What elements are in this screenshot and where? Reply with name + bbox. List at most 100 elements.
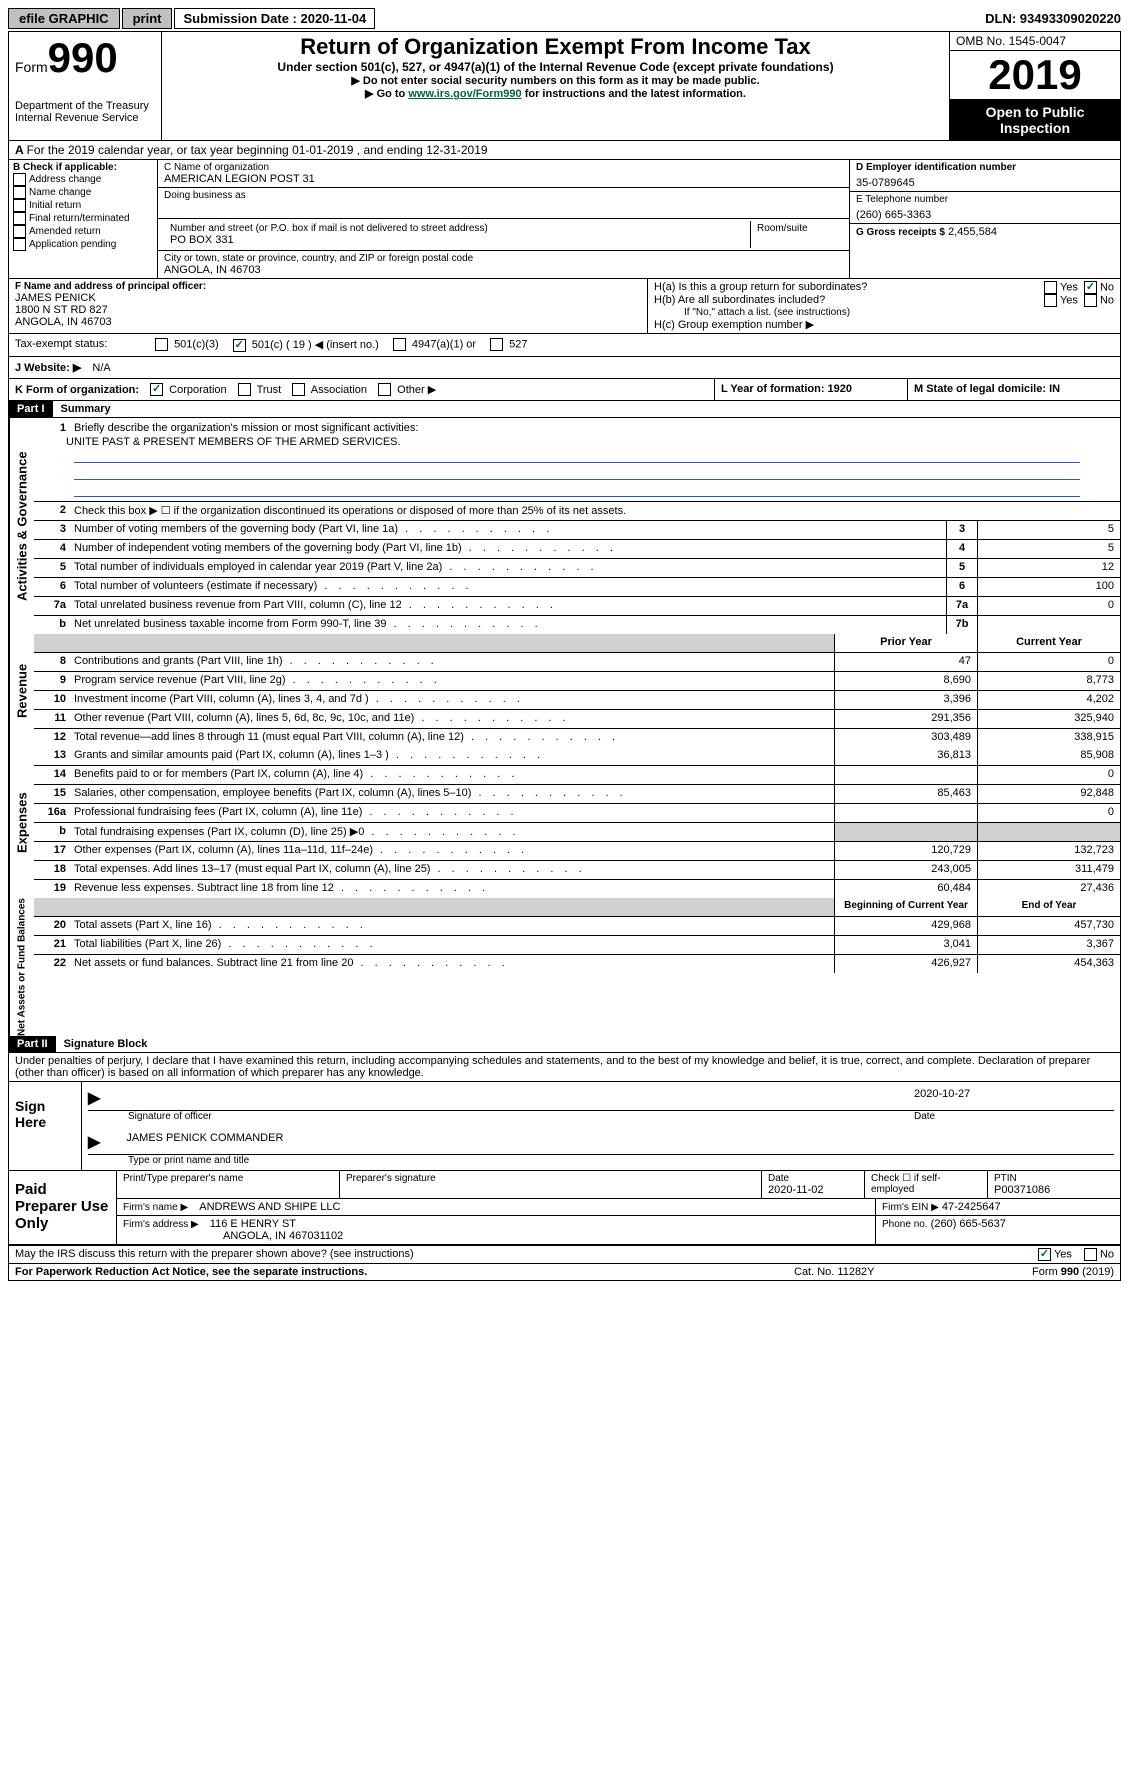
summary-line: 14 Benefits paid to or for members (Part… — [34, 766, 1120, 785]
part2-title: Signature Block — [56, 1038, 148, 1050]
checkbox-final-return[interactable]: Final return/terminated — [13, 212, 153, 225]
side-expenses: Expenses — [9, 747, 34, 898]
tax-year: 2019 — [950, 51, 1120, 100]
form-990: Form990 Department of the Treasury Inter… — [8, 31, 1121, 1281]
box-b: B Check if applicable: Address change Na… — [9, 160, 158, 278]
row-fh: F Name and address of principal officer:… — [9, 279, 1120, 334]
discuss-no[interactable]: No — [1084, 1248, 1114, 1261]
k-corp[interactable]: Corporation — [150, 384, 227, 396]
part1-title: Summary — [53, 403, 111, 415]
checkbox-initial-return[interactable]: Initial return — [13, 199, 153, 212]
efile-button[interactable]: efile GRAPHIC — [8, 8, 120, 29]
side-revenue: Revenue — [9, 634, 34, 747]
summary-line: 21 Total liabilities (Part X, line 26) 3… — [34, 936, 1120, 955]
part1-governance: Activities & Governance 1 Briefly descri… — [9, 418, 1120, 634]
k-assoc[interactable]: Association — [292, 384, 367, 396]
form-title: Return of Organization Exempt From Incom… — [168, 34, 943, 60]
row-k: K Form of organization: Corporation Trus… — [9, 379, 1120, 402]
tax-501c[interactable]: 501(c) ( 19 ) ◀ (insert no.) — [233, 338, 379, 352]
row-j-website: J Website: ▶ N/A — [9, 357, 1120, 379]
form-subtitle-3: ▶ Go to www.irs.gov/Form990 for instruct… — [168, 87, 943, 100]
part1-expenses: Expenses 13 Grants and similar amounts p… — [9, 747, 1120, 898]
summary-line: 13 Grants and similar amounts paid (Part… — [34, 747, 1120, 766]
summary-line: 17 Other expenses (Part IX, column (A), … — [34, 842, 1120, 861]
checkbox-application-pending[interactable]: Application pending — [13, 238, 153, 251]
summary-line: 6 Total number of volunteers (estimate i… — [34, 578, 1120, 597]
hb-no[interactable]: No — [1084, 294, 1114, 307]
arrow-icon: ▶ — [88, 1088, 106, 1108]
ha-no[interactable]: No — [1084, 281, 1114, 294]
print-button[interactable]: print — [122, 8, 173, 29]
box-c: C Name of organization AMERICAN LEGION P… — [158, 160, 849, 278]
side-netassets: Net Assets or Fund Balances — [9, 898, 34, 1036]
checkbox-address-change[interactable]: Address change — [13, 173, 153, 186]
form-number: 990 — [48, 34, 118, 81]
officer-name: JAMES PENICK — [15, 292, 641, 304]
firm-phone: (260) 665-5637 — [931, 1218, 1006, 1230]
org-name: AMERICAN LEGION POST 31 — [164, 173, 843, 185]
box-de: D Employer identification number 35-0789… — [849, 160, 1120, 278]
ha-yes[interactable]: Yes — [1044, 281, 1078, 294]
summary-line: 15 Salaries, other compensation, employe… — [34, 785, 1120, 804]
top-bar: efile GRAPHIC print Submission Date : 20… — [8, 8, 1121, 29]
summary-line: b Net unrelated business taxable income … — [34, 616, 1120, 634]
irs-link[interactable]: www.irs.gov/Form990 — [408, 88, 521, 100]
checkbox-amended-return[interactable]: Amended return — [13, 225, 153, 238]
tax-527[interactable]: 527 — [490, 338, 527, 352]
box-f: F Name and address of principal officer:… — [9, 279, 648, 333]
k-trust[interactable]: Trust — [238, 384, 282, 396]
part1-header-row: Part I Summary — [9, 401, 1120, 418]
summary-line: 18 Total expenses. Add lines 13–17 (must… — [34, 861, 1120, 880]
summary-line: 20 Total assets (Part X, line 16) 429,96… — [34, 917, 1120, 936]
tax-501c3[interactable]: 501(c)(3) — [155, 338, 219, 352]
state-domicile: M State of legal domicile: IN — [907, 379, 1120, 401]
summary-line: 7a Total unrelated business revenue from… — [34, 597, 1120, 616]
dept-treasury: Department of the Treasury Internal Reve… — [15, 100, 155, 124]
summary-line: 9 Program service revenue (Part VIII, li… — [34, 672, 1120, 691]
tax-4947[interactable]: 4947(a)(1) or — [393, 338, 476, 352]
dln: DLN: 93493309020220 — [985, 11, 1121, 26]
form-label: Form — [15, 59, 48, 75]
k-other[interactable]: Other ▶ — [378, 384, 436, 396]
summary-line: 3 Number of voting members of the govern… — [34, 521, 1120, 540]
org-address: PO BOX 331 — [170, 234, 744, 246]
sign-date: 2020-10-27 — [914, 1088, 1114, 1108]
summary-line: 11 Other revenue (Part VIII, column (A),… — [34, 710, 1120, 729]
row-a-tax-year: A For the 2019 calendar year, or tax yea… — [9, 141, 1120, 160]
omb-number: OMB No. 1545-0047 — [950, 32, 1120, 51]
summary-line: 22 Net assets or fund balances. Subtract… — [34, 955, 1120, 973]
section-bcdeg: B Check if applicable: Address change Na… — [9, 160, 1120, 279]
declaration-text: Under penalties of perjury, I declare th… — [9, 1053, 1120, 1082]
part1-revenue: Revenue Prior Year Current Year 8 Contri… — [9, 634, 1120, 747]
form-footer: For Paperwork Reduction Act Notice, see … — [9, 1264, 1120, 1280]
side-governance: Activities & Governance — [9, 418, 34, 634]
open-to-public: Open to Public Inspection — [950, 100, 1120, 140]
part1-netassets: Net Assets or Fund Balances Beginning of… — [9, 898, 1120, 1036]
mission-text: UNITE PAST & PRESENT MEMBERS OF THE ARME… — [34, 436, 1120, 448]
preparer-date: 2020-11-02 — [768, 1184, 858, 1196]
summary-line: 4 Number of independent voting members o… — [34, 540, 1120, 559]
hb-yes[interactable]: Yes — [1044, 294, 1078, 307]
discuss-row: May the IRS discuss this return with the… — [9, 1246, 1120, 1264]
sign-here-block: Sign Here ▶ 2020-10-27 Signature of offi… — [9, 1082, 1120, 1171]
checkbox-name-change[interactable]: Name change — [13, 186, 153, 199]
telephone: (260) 665-3363 — [856, 205, 1114, 221]
paid-preparer-block: Paid Preparer Use Only Print/Type prepar… — [9, 1171, 1120, 1246]
box-h: H(a) Is this a group return for subordin… — [648, 279, 1120, 333]
firm-ein: 47-2425647 — [942, 1201, 1001, 1213]
discuss-yes[interactable]: Yes — [1038, 1248, 1072, 1261]
ein: 35-0789645 — [856, 173, 1114, 189]
firm-addr2: ANGOLA, IN 467031102 — [223, 1230, 869, 1242]
form-subtitle-2: ▶ Do not enter social security numbers o… — [168, 74, 943, 87]
summary-line: 5 Total number of individuals employed i… — [34, 559, 1120, 578]
form-header: Form990 Department of the Treasury Inter… — [9, 32, 1120, 141]
summary-line: 8 Contributions and grants (Part VIII, l… — [34, 653, 1120, 672]
website-value: N/A — [92, 362, 110, 374]
arrow-icon: ▶ — [88, 1132, 106, 1152]
gross-receipts: 2,455,584 — [948, 226, 997, 238]
part2-badge: Part II — [9, 1036, 56, 1052]
summary-line: 19 Revenue less expenses. Subtract line … — [34, 880, 1120, 898]
ptin: P00371086 — [994, 1184, 1114, 1196]
summary-line: 12 Total revenue—add lines 8 through 11 … — [34, 729, 1120, 747]
part2-header-row: Part II Signature Block — [9, 1036, 1120, 1053]
